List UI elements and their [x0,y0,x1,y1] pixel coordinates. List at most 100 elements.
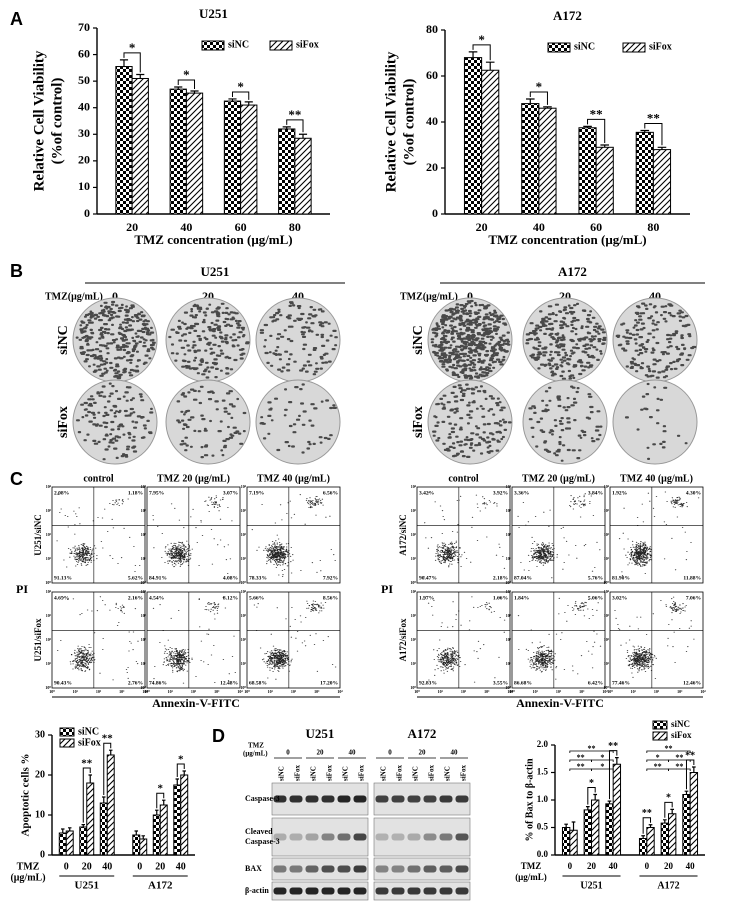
bar [569,829,578,856]
x-tick-label: 0 [137,861,142,872]
row-label: siFox [411,406,426,438]
y-tick-label: 10 [78,179,90,193]
legend-label: siNC [671,719,690,729]
x-tick-label: 10³ [484,689,490,694]
group-label: U251 [580,880,602,891]
significance-label: ** [81,758,93,770]
quadrant-percent: 5.06% [588,595,603,601]
flow-events [517,493,601,579]
band [423,795,437,803]
dose-label: 0 [467,289,473,303]
plate [522,379,608,465]
x-tick-label: 10³ [119,689,125,694]
flow-plot [146,486,241,584]
dose-label: 40 [349,749,357,757]
y-tick-label: 10⁰ [240,580,246,585]
y-axis-label: PI [16,582,28,596]
y-tick-label: 10⁰ [140,580,146,585]
x-tick-label: 10³ [214,689,220,694]
y-tick-label: 10² [46,532,52,537]
legend-swatch [201,40,225,51]
band [337,865,351,873]
band [289,865,303,873]
quadrant-percent: 2.18% [493,575,508,581]
y-tick-label: 20 [35,769,45,780]
band [321,795,335,803]
quadrant-percent: 7.06% [686,595,701,601]
quadrant-percent: 77.46% [612,680,630,686]
lane-label: siNC [278,766,286,781]
quadrant-percent: 7.95% [149,490,164,496]
bar [591,799,600,856]
colonies [259,383,337,454]
bar [294,137,312,215]
y-tick-label: 10⁴ [46,484,52,489]
y-tick-label: 10⁰ [410,580,416,585]
panel-label: C [10,469,23,489]
error-bar [684,790,689,795]
column-header: control [448,473,479,484]
quadrant-percent: 6.56% [323,490,338,496]
significance-label: * [589,778,594,789]
y-tick-label: 10 [35,809,45,820]
error-bar [88,774,92,783]
flow-plot [511,486,606,584]
bar [595,146,614,215]
band [423,887,437,895]
protein-label: β-actin [245,886,269,895]
band [289,795,303,803]
flow-events [57,596,139,681]
x-tick-label: 20 [126,220,138,234]
quadrant-percent: 4.08% [223,575,238,581]
y-tick-label: 10¹ [241,556,247,561]
quadrant-percent: 74.86% [149,680,167,686]
error-bar [564,823,568,828]
y-tick-label: 10³ [46,508,52,513]
error-bar [282,126,291,129]
y-tick-label: 10⁰ [505,580,511,585]
quadrant-percent: 1.92% [612,490,627,496]
error-bar [141,835,145,839]
bar [152,814,161,856]
error-bar [119,59,129,67]
x-tick-label: 40 [180,220,192,234]
bar [99,802,108,856]
error-bar [648,824,653,828]
y-tick-label: 10² [411,532,417,537]
quadrant-percent: 7.19% [249,490,264,496]
y-tick-label: 10¹ [506,556,512,561]
y-tick-label: 10³ [411,508,417,513]
significance-label: ** [685,750,695,761]
lane-label: siFox [358,765,366,781]
comparison-label: ** [665,744,673,753]
bar [223,100,242,215]
band [375,833,389,841]
bar [521,103,540,215]
error-bar [662,819,667,824]
y-tick-label: 10¹ [46,556,52,561]
colonies [430,299,511,380]
column-header: control [83,473,114,484]
x-tick-label: 10⁰ [509,689,515,694]
significance-label: * [666,793,671,804]
x-tick-label: 10⁴ [507,689,513,694]
quadrant-percent: 90.47% [419,575,437,581]
quadrant-percent: 4.65% [54,595,69,601]
band [353,795,367,803]
comparison-bracket [668,759,691,762]
flow-plot [609,591,704,689]
error-bar [600,144,610,148]
error-bar [298,133,308,139]
quadrant-percent: 17.20% [320,680,338,686]
quadrant-percent: 84.91% [149,575,167,581]
row-label: A172/siFox [398,618,408,662]
y-tick-label: 0 [40,849,45,860]
flow-plot [246,486,341,584]
y-tick-label: 10³ [604,613,610,618]
significance-bracket [231,91,250,100]
y-tick-label: 10⁰ [603,580,609,585]
band [321,833,335,841]
blot-strip [271,817,369,857]
band [391,795,405,803]
lane-label: siFox [326,765,334,781]
